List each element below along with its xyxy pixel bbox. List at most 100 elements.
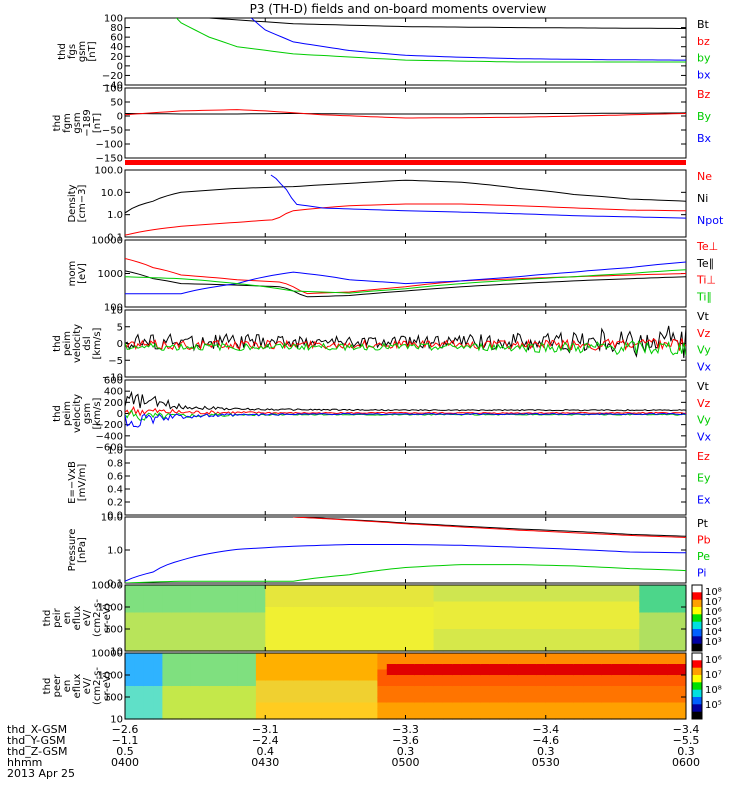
heat-cell bbox=[545, 713, 556, 720]
heat-cell bbox=[499, 658, 509, 665]
heat-cell bbox=[629, 686, 640, 693]
heat-cell bbox=[620, 658, 631, 665]
heat-cell bbox=[629, 596, 640, 603]
heat-cell bbox=[611, 697, 622, 704]
heat-cell bbox=[396, 713, 406, 720]
heat-cell bbox=[508, 708, 519, 715]
heat-cell bbox=[573, 669, 584, 676]
heat-cell bbox=[199, 702, 210, 709]
heat-cell bbox=[255, 669, 266, 676]
y-label-eflux_ion-3: eflux bbox=[72, 606, 83, 631]
heat-cell bbox=[405, 618, 416, 625]
heat-cell bbox=[508, 601, 519, 608]
heat-cell bbox=[312, 612, 322, 619]
heat-cell bbox=[227, 645, 238, 652]
heat-cell bbox=[667, 607, 678, 614]
heat-cell bbox=[190, 653, 201, 660]
heat-cell bbox=[611, 658, 622, 665]
heat-cell bbox=[171, 713, 182, 720]
heat-cell bbox=[657, 612, 668, 619]
heat-cell bbox=[302, 629, 313, 636]
heat-cell bbox=[601, 653, 612, 660]
heat-cell bbox=[517, 634, 528, 641]
heat-cell bbox=[227, 702, 238, 709]
heat-cell bbox=[480, 697, 491, 704]
series-line-Ti∥ bbox=[125, 269, 686, 294]
colorbar-swatch bbox=[692, 711, 702, 720]
heat-cell bbox=[349, 669, 360, 676]
heat-cell bbox=[461, 680, 472, 687]
heat-cell bbox=[255, 596, 266, 603]
heat-cell bbox=[573, 585, 584, 592]
heat-cell bbox=[648, 618, 659, 625]
heat-cell bbox=[480, 669, 491, 676]
heat-cell bbox=[555, 618, 565, 625]
heat-cell bbox=[246, 708, 257, 715]
heat-cell bbox=[592, 675, 603, 682]
heat-cell bbox=[396, 708, 406, 715]
heat-cell bbox=[171, 623, 182, 630]
legend-entry-pressure: Pb bbox=[697, 534, 711, 547]
heat-cell bbox=[545, 658, 556, 665]
heat-cell bbox=[302, 697, 313, 704]
heat-cell bbox=[405, 680, 416, 687]
heat-cell bbox=[255, 708, 266, 715]
heat-cell bbox=[349, 590, 360, 597]
heat-cell bbox=[601, 680, 612, 687]
y-label-velocity_dsl-0: thd bbox=[52, 335, 63, 352]
heat-cell bbox=[358, 634, 369, 641]
heat-cell bbox=[480, 623, 491, 630]
heat-cell bbox=[414, 697, 425, 704]
heat-cell bbox=[629, 708, 640, 715]
heat-cell bbox=[629, 601, 640, 608]
heat-cell bbox=[611, 680, 622, 687]
heat-cell bbox=[620, 607, 631, 614]
heat-cell bbox=[377, 629, 388, 636]
heat-cell bbox=[274, 645, 285, 652]
heat-cell bbox=[340, 691, 350, 698]
heat-cell bbox=[499, 645, 509, 652]
y-tick-label: 200 bbox=[104, 398, 123, 409]
heat-cell bbox=[405, 669, 416, 676]
heat-cell bbox=[461, 686, 472, 693]
heat-cell bbox=[639, 669, 650, 676]
heat-cell bbox=[368, 702, 378, 709]
heat-cell bbox=[349, 618, 360, 625]
heat-cell bbox=[274, 680, 285, 687]
heat-cell bbox=[639, 629, 650, 636]
heat-cell bbox=[601, 713, 612, 720]
heat-cell bbox=[452, 664, 463, 671]
heat-cell bbox=[255, 691, 266, 698]
heat-cell bbox=[620, 640, 631, 647]
heat-cell bbox=[527, 702, 537, 709]
heat-cell bbox=[499, 585, 509, 592]
heat-cell bbox=[246, 680, 257, 687]
heat-cell bbox=[134, 596, 145, 603]
heat-cell bbox=[433, 708, 444, 715]
series-line-Npot bbox=[270, 174, 686, 219]
heat-cell bbox=[349, 664, 360, 671]
heat-cell bbox=[508, 607, 519, 614]
heat-cell bbox=[386, 664, 397, 671]
heat-cell bbox=[452, 590, 463, 597]
heat-cell bbox=[283, 658, 294, 665]
heat-cell bbox=[199, 640, 210, 647]
heat-cell bbox=[162, 691, 173, 698]
heat-cell bbox=[442, 691, 453, 698]
heat-cell bbox=[480, 691, 491, 698]
heat-cell bbox=[162, 612, 173, 619]
colorbar-swatch bbox=[692, 675, 702, 683]
heat-cell bbox=[386, 697, 397, 704]
heat-cell bbox=[293, 601, 304, 608]
heat-cell bbox=[396, 618, 406, 625]
heat-cell bbox=[536, 596, 547, 603]
heat-cell bbox=[227, 713, 238, 720]
colorbar-tick: 10⁷ bbox=[705, 597, 722, 608]
heat-cell bbox=[302, 585, 313, 592]
heat-cell bbox=[358, 618, 369, 625]
heat-cell bbox=[274, 708, 285, 715]
heat-cell bbox=[368, 590, 378, 597]
y-label-velocity_dsl-2: velocity bbox=[72, 324, 83, 363]
series-line-Ne bbox=[125, 203, 686, 236]
heat-cell bbox=[414, 645, 425, 652]
